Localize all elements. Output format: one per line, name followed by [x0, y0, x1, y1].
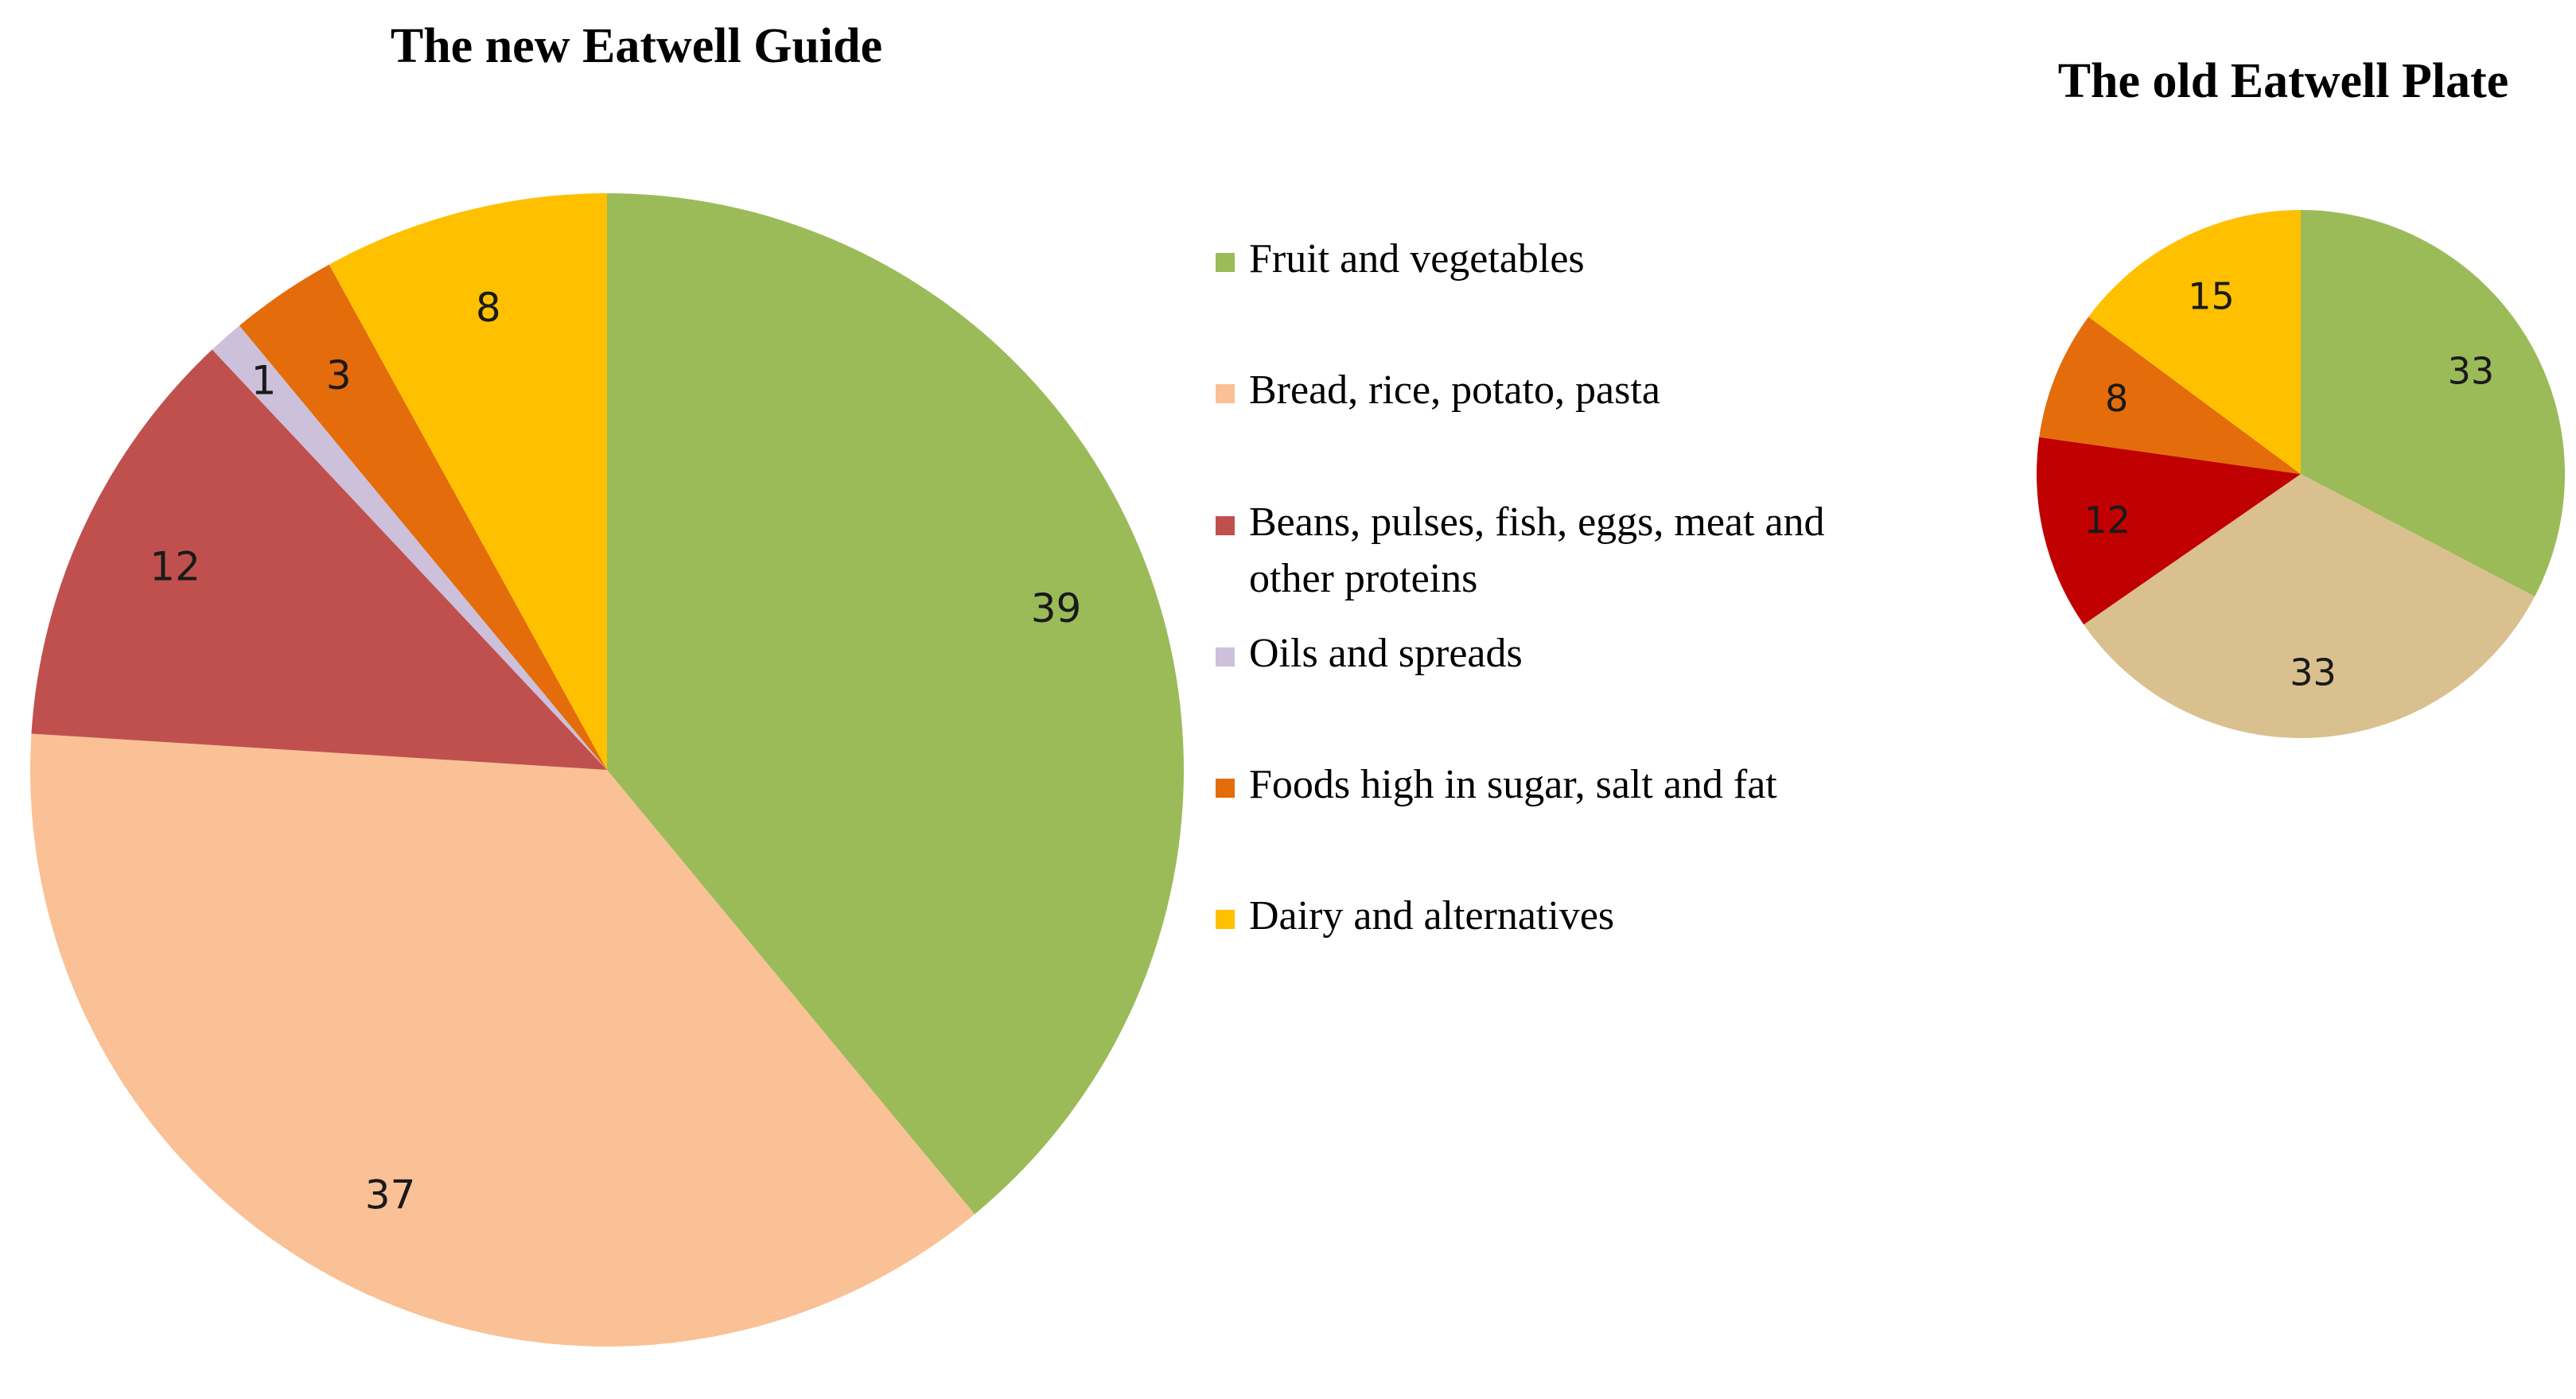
- data-label-beans-pulses-fish-eggs-meat-and-other-proteins: 12: [150, 544, 200, 590]
- legend-swatch-oils-spreads: [1216, 647, 1235, 666]
- legend-item-oils-spreads: Oils and spreads: [1216, 631, 1523, 676]
- new-eatwell-guide-title: The new Eatwell Guide: [391, 19, 882, 73]
- data-label-foods-high-in-sugar-salt-and-fat: 3: [326, 352, 352, 398]
- legend-swatch-fruit-vegetables: [1216, 253, 1235, 272]
- data-label-foods-high-in-sugar-salt-and-fat: 8: [2105, 377, 2128, 420]
- pie-slice-dairy-and-alternatives: [329, 193, 607, 770]
- legend-label-fruit-vegetables: Fruit and vegetables: [1249, 236, 1585, 282]
- data-label-bread-rice-potato-pasta: 37: [365, 1172, 416, 1218]
- pie-slice-fruit-and-vegetables: [607, 193, 1185, 1214]
- legend-swatch-dairy-alternatives: [1216, 910, 1235, 929]
- data-label-oils-and-spreads: 1: [251, 358, 277, 404]
- legend-label-oils-spreads: Oils and spreads: [1249, 631, 1523, 676]
- data-label-fruit-and-vegetables: 33: [2448, 350, 2495, 393]
- legend-item-fruit-vegetables: Fruit and vegetables: [1216, 236, 1585, 282]
- legend-swatch-foods-high-sugar-salt-fat: [1216, 779, 1235, 798]
- legend-label-bread-rice-potato-pasta: Bread, rice, potato, pasta: [1249, 367, 1660, 413]
- pie-slice-dairy-and-alternatives: [2088, 210, 2301, 474]
- legend-label-beans-pulses-proteins-line1: Beans, pulses, fish, eggs, meat and: [1249, 499, 1825, 545]
- pie-slice-beans-pulses-fish-eggs-meat-and-other-proteins: [31, 349, 608, 770]
- legend-label-beans-pulses-proteins-line2: other proteins: [1249, 556, 1477, 601]
- pie-slice-oils-and-spreads: [212, 325, 607, 770]
- pie-slice-bread-rice-potato-pasta: [2084, 474, 2535, 738]
- legend-label-foods-high-sugar-salt-fat: Foods high in sugar, salt and fat: [1249, 762, 1777, 807]
- pie-slice-foods-high-in-sugar-salt-and-fat: [2039, 317, 2301, 474]
- pie-slice-beans-pulses-fish-eggs-meat-and-other-proteins: [2036, 437, 2301, 625]
- data-label-dairy-and-alternatives: 8: [476, 285, 501, 331]
- legend-item-dairy-alternatives: Dairy and alternatives: [1216, 893, 1614, 938]
- data-label-fruit-and-vegetables: 39: [1031, 585, 1082, 631]
- pie-slice-bread-rice-potato-pasta: [29, 733, 975, 1347]
- data-label-dairy-and-alternatives: 15: [2188, 275, 2235, 318]
- new-eatwell-guide-pie: 39 37 12 1 3 8: [29, 193, 1185, 1347]
- pie-slice-fruit-and-vegetables: [2301, 210, 2565, 597]
- data-label-beans-pulses-fish-eggs-meat-and-other-proteins: 12: [2084, 499, 2130, 542]
- pie-slice-foods-high-in-sugar-salt-and-fat: [239, 264, 607, 771]
- legend-label-dairy-alternatives: Dairy and alternatives: [1249, 893, 1614, 938]
- legend-item-foods-high-sugar-salt-fat: Foods high in sugar, salt and fat: [1216, 762, 1777, 807]
- legend-item-bread-rice-potato-pasta: Bread, rice, potato, pasta: [1216, 367, 1660, 413]
- old-eatwell-plate-pie: 33 33 12 8 15: [2036, 210, 2565, 738]
- legend: Fruit and vegetables Bread, rice, potato…: [1216, 236, 1825, 938]
- data-label-bread-rice-potato-pasta: 33: [2290, 651, 2337, 694]
- legend-swatch-beans-pulses-proteins: [1216, 516, 1235, 535]
- old-eatwell-plate-title: The old Eatwell Plate: [2058, 54, 2509, 108]
- legend-item-beans-pulses-proteins: Beans, pulses, fish, eggs, meat and othe…: [1216, 499, 1825, 601]
- legend-swatch-bread-rice-potato-pasta: [1216, 384, 1235, 403]
